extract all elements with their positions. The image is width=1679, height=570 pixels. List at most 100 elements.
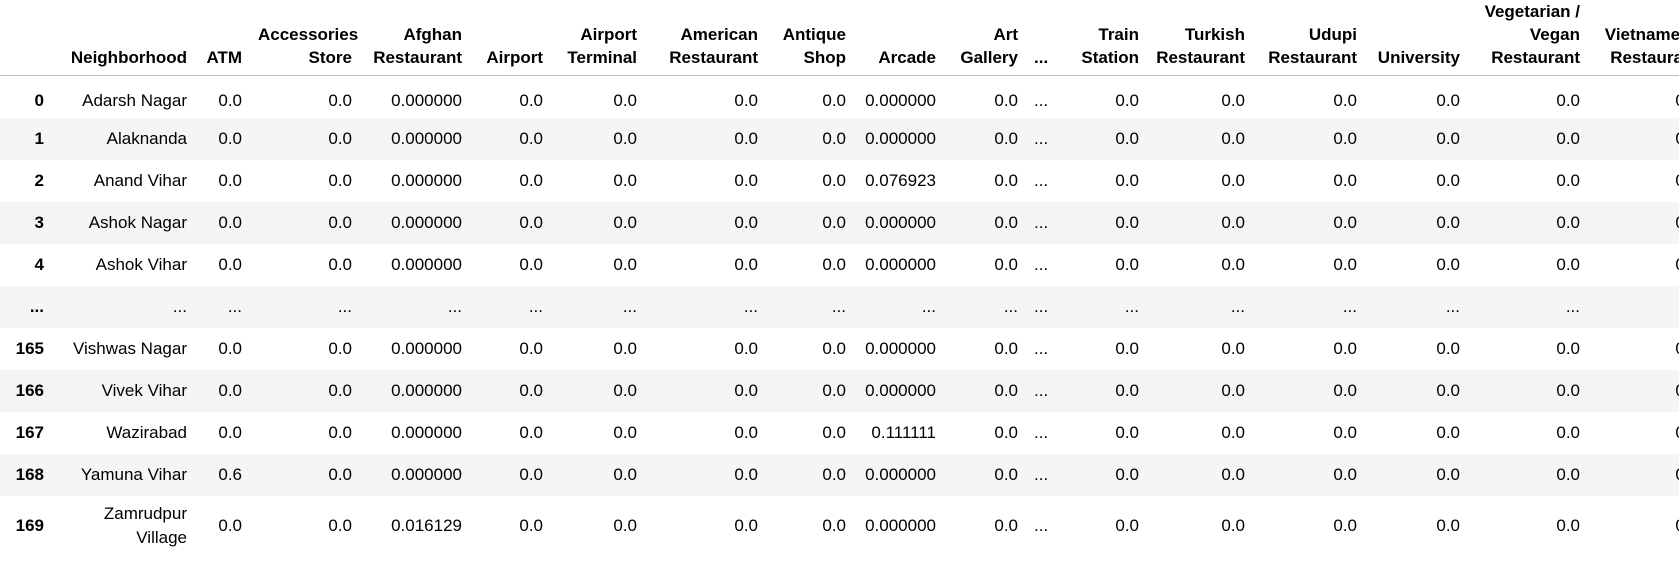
value-cell: 0.0 (613, 422, 637, 442)
value-cell: 0.0 (1115, 515, 1139, 535)
value-cell: 0.0 (1436, 212, 1460, 232)
value-cell: 0.0 (1588, 496, 1679, 556)
table-row: 169 Zamrudpur Village 0.0 0.0 0.016129 0.0 0.0… (0, 496, 1679, 556)
value-cell: 0.0 (613, 170, 637, 190)
value-cell: 0.0 (1221, 170, 1245, 190)
value-cell: 0.0 (1115, 170, 1139, 190)
value-cell: 0.0 (1436, 90, 1460, 110)
value-cell: 0.0 (519, 380, 543, 400)
ellipsis-cell: ... (1034, 464, 1049, 484)
value-cell: 0.0 (1333, 170, 1357, 190)
value-cell: 0.000000 (391, 464, 462, 484)
value-cell: 0.0 (328, 422, 352, 442)
value-cell: 0.0 (1588, 328, 1679, 370)
value-cell: 0.0 (1333, 90, 1357, 110)
column-header: Vietnamese Restaurant (1588, 0, 1679, 76)
value-cell: 0.000000 (865, 254, 936, 274)
value-cell: 0.0 (519, 338, 543, 358)
neighborhood-cell: Zamrudpur Village (103, 503, 187, 547)
value-cell: 0.0 (519, 212, 543, 232)
neighborhood-cell: Wazirabad (106, 422, 187, 442)
value-cell: 0.0 (218, 170, 242, 190)
value-cell: ... (743, 296, 758, 316)
value-cell: ... (337, 296, 352, 316)
value-cell: 0.0 (734, 254, 758, 274)
value-cell: 0.0 (1556, 212, 1580, 232)
value-cell: 0.076923 (865, 170, 936, 190)
value-cell: 0.0 (1436, 422, 1460, 442)
value-cell: ... (622, 296, 637, 316)
ellipsis-cell: ... (1034, 515, 1049, 535)
value-cell: 0.0 (1333, 515, 1357, 535)
column-header: Airport (470, 0, 551, 76)
column-header: Udupi Restaurant (1253, 0, 1365, 76)
row-index: 166 (15, 380, 44, 400)
value-cell: 0.0 (328, 515, 352, 535)
value-cell: ... (1565, 296, 1580, 316)
value-cell: 0.0 (1221, 90, 1245, 110)
value-cell: 0.0 (613, 515, 637, 535)
ellipsis-cell: ... (1034, 338, 1049, 358)
value-cell: 0.0 (613, 128, 637, 148)
ellipsis-cell: ... (1034, 422, 1049, 442)
value-cell: 0.0 (994, 338, 1018, 358)
value-cell: 0.0 (1436, 464, 1460, 484)
value-cell: 0.0 (1333, 464, 1357, 484)
column-header: ATM (195, 0, 250, 76)
value-cell: 0.0 (822, 170, 846, 190)
value-cell: 0.0 (218, 90, 242, 110)
value-cell: 0.0 (1556, 90, 1580, 110)
row-index: 167 (15, 422, 44, 442)
value-cell: 0.000000 (865, 90, 936, 110)
neighborhood-cell: Alaknanda (106, 128, 187, 148)
value-cell: ... (1445, 296, 1460, 316)
neighborhood-cell: Adarsh Nagar (82, 90, 187, 110)
value-cell: 0.0 (1115, 380, 1139, 400)
value-cell: 0.000000 (391, 338, 462, 358)
table-row: ........................................… (0, 285, 1679, 328)
value-cell: 0.0 (1221, 254, 1245, 274)
value-cell: 0.0 (1588, 370, 1679, 412)
value-cell: 0.0 (994, 464, 1018, 484)
value-cell: 0.0 (613, 90, 637, 110)
value-cell: 0.0 (1115, 464, 1139, 484)
value-cell: 0.0 (218, 128, 242, 148)
value-cell: ... (831, 296, 846, 316)
ellipsis-cell: ... (1034, 90, 1049, 110)
value-cell: 0.0 (734, 128, 758, 148)
value-cell: 0.0 (328, 128, 352, 148)
row-index: 0 (34, 90, 44, 110)
column-header: Antique Shop (766, 0, 854, 76)
value-cell: 0.0 (1588, 202, 1679, 244)
neighborhood-cell: ... (172, 296, 187, 316)
value-cell: 0.0 (734, 464, 758, 484)
value-cell: 0.0 (1115, 90, 1139, 110)
value-cell: 0.0 (613, 338, 637, 358)
value-cell: ... (1124, 296, 1139, 316)
table-row: 167 Wazirabad 0.0 0.0 0.000000 0.0 0.0 0.0 0.0 0.… (0, 412, 1679, 454)
value-cell: ... (1342, 296, 1357, 316)
value-cell: 0.6 (218, 464, 242, 484)
value-cell: 0.0 (1588, 76, 1679, 118)
value-cell: 0.0 (218, 254, 242, 274)
value-cell: 0.0 (1221, 464, 1245, 484)
table-row: 166 Vivek Vihar 0.0 0.0 0.000000 0.0 0.0 0.0 0.0… (0, 369, 1679, 412)
value-cell: 0.0 (519, 254, 543, 274)
value-cell: 0.0 (994, 170, 1018, 190)
value-cell: 0.0 (822, 515, 846, 535)
row-index: 1 (34, 128, 44, 148)
value-cell: 0.0 (734, 212, 758, 232)
table-row: 165 Vishwas Nagar 0.0 0.0 0.000000 0.0 0.0 0.0 0… (0, 328, 1679, 370)
table-body: 0 Adarsh Nagar 0.0 0.0 0.000000 0.0 0.0 0.0 0.0 0… (0, 76, 1679, 556)
value-cell: 0.0 (1436, 338, 1460, 358)
value-cell: 0.0 (734, 422, 758, 442)
value-cell: 0.0 (1333, 338, 1357, 358)
value-cell: 0.0 (218, 212, 242, 232)
value-cell: 0.0 (1556, 422, 1580, 442)
column-header: Airport Terminal (551, 0, 645, 76)
column-header: American Restaurant (645, 0, 766, 76)
value-cell: 0.0 (519, 128, 543, 148)
value-cell: 0.000000 (865, 212, 936, 232)
value-cell: 0.0 (994, 422, 1018, 442)
ellipsis-cell: ... (1034, 296, 1049, 316)
